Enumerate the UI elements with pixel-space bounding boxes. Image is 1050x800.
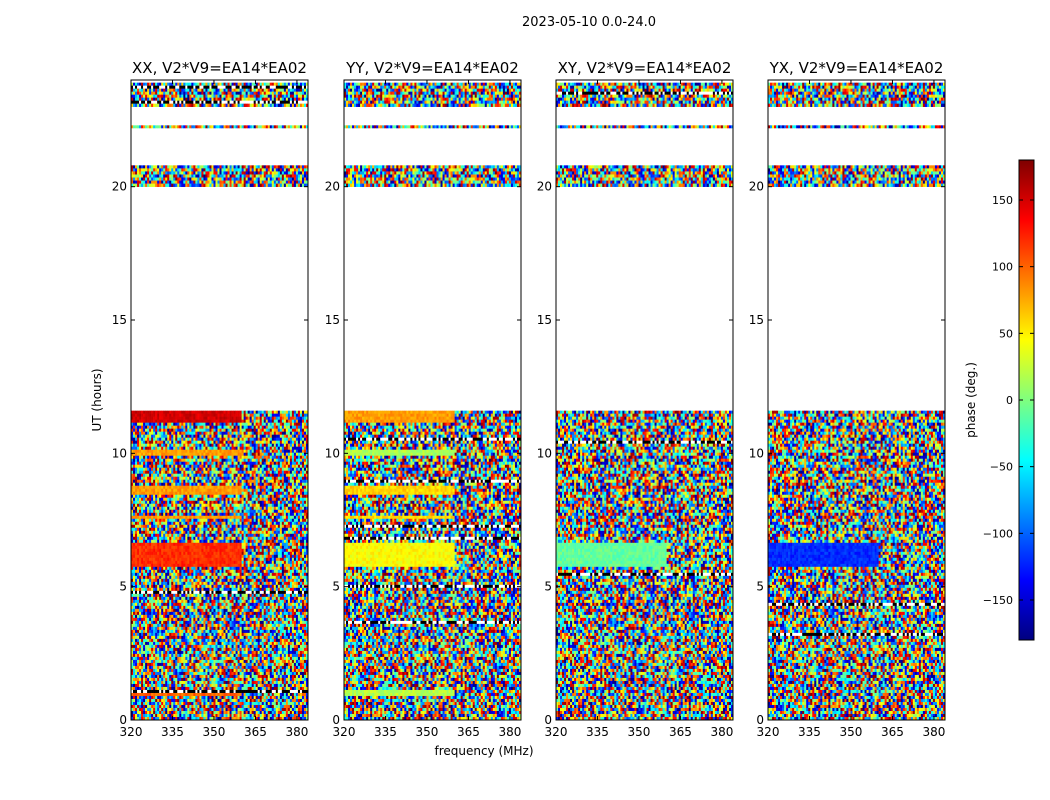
y-tick-label: 0 bbox=[332, 713, 340, 727]
x-tick-label: 350 bbox=[840, 725, 863, 739]
y-tick-label: 15 bbox=[537, 313, 552, 327]
phase-data-band bbox=[768, 83, 945, 107]
x-tick-label: 350 bbox=[203, 725, 226, 739]
panels: XX, V2*V9=EA14*EA02 320 335 350 365 380 0 5 10 15… bbox=[112, 59, 946, 739]
x-tick-label: 320 bbox=[333, 725, 356, 739]
phase-data-band bbox=[131, 125, 308, 128]
phase-data-band bbox=[131, 83, 308, 107]
x-tick-label: 320 bbox=[120, 725, 143, 739]
y-tick-label: 5 bbox=[119, 580, 127, 594]
colorbar: 150 100 50 0 −50 −100 −150 phase (deg.) bbox=[964, 160, 1034, 640]
y-tick-label: 20 bbox=[537, 180, 552, 194]
panel-3: XY, V2*V9=EA14*EA02 320 335 350 365 380 0 5 10 15… bbox=[537, 59, 734, 739]
colorbar-tick-label: 150 bbox=[992, 194, 1013, 207]
phase-data-band bbox=[556, 165, 733, 187]
x-tick-label: 335 bbox=[586, 725, 609, 739]
y-tick-label: 10 bbox=[325, 446, 340, 460]
x-tick-label: 350 bbox=[628, 725, 651, 739]
colorbar-tick-label: −150 bbox=[983, 594, 1013, 607]
x-tick-label: 335 bbox=[374, 725, 397, 739]
x-tick-label: 335 bbox=[161, 725, 184, 739]
y-tick-label: 10 bbox=[112, 446, 127, 460]
x-axis-label: frequency (MHz) bbox=[434, 744, 533, 758]
x-tick-label: 380 bbox=[498, 725, 521, 739]
x-tick-label: 350 bbox=[416, 725, 439, 739]
x-tick-label: 320 bbox=[545, 725, 568, 739]
colorbar-tick-label: 50 bbox=[999, 327, 1013, 340]
phase-data-band bbox=[344, 165, 521, 187]
x-tick-label: 380 bbox=[922, 725, 945, 739]
y-tick-label: 20 bbox=[112, 180, 127, 194]
panel-title: YY, V2*V9=EA14*EA02 bbox=[345, 59, 519, 77]
panel-1: XX, V2*V9=EA14*EA02 320 335 350 365 380 0 5 10 15… bbox=[112, 59, 309, 739]
phase-data-band bbox=[344, 125, 521, 128]
phase-data-band bbox=[768, 165, 945, 187]
phase-data-band bbox=[556, 125, 733, 128]
y-tick-label: 10 bbox=[749, 446, 764, 460]
y-axis-label: UT (hours) bbox=[90, 368, 104, 431]
y-tick-label: 10 bbox=[537, 446, 552, 460]
x-tick-label: 365 bbox=[244, 725, 267, 739]
panel-title: YX, V2*V9=EA14*EA02 bbox=[769, 59, 944, 77]
phase-data-band bbox=[556, 83, 733, 107]
y-tick-label: 5 bbox=[544, 580, 552, 594]
x-tick-label: 380 bbox=[710, 725, 733, 739]
phase-data-band bbox=[344, 411, 521, 721]
phase-data-band bbox=[556, 411, 733, 721]
y-tick-label: 0 bbox=[544, 713, 552, 727]
x-tick-label: 335 bbox=[798, 725, 821, 739]
panel-4: YX, V2*V9=EA14*EA02 320 335 350 365 380 0 5 10 15… bbox=[749, 59, 946, 739]
panel-title: XX, V2*V9=EA14*EA02 bbox=[132, 59, 307, 77]
y-tick-label: 5 bbox=[756, 580, 764, 594]
y-tick-label: 0 bbox=[756, 713, 764, 727]
colorbar-tick-label: −50 bbox=[990, 461, 1013, 474]
figure: 2023-05-10 0.0-24.0 XX, V2*V9=EA14*EA02 3… bbox=[0, 0, 1050, 800]
colorbar-tick-label: −100 bbox=[983, 527, 1013, 540]
y-tick-label: 15 bbox=[325, 313, 340, 327]
colorbar-tick-label: 0 bbox=[1006, 394, 1013, 407]
y-tick-label: 5 bbox=[332, 580, 340, 594]
phase-data-band bbox=[768, 411, 945, 721]
colorbar-tick-label: 100 bbox=[992, 261, 1013, 274]
x-tick-label: 365 bbox=[457, 725, 480, 739]
panel-title: XY, V2*V9=EA14*EA02 bbox=[558, 59, 732, 77]
phase-data-band bbox=[344, 83, 521, 107]
y-tick-label: 20 bbox=[749, 180, 764, 194]
y-tick-label: 15 bbox=[112, 313, 127, 327]
phase-data-band bbox=[131, 411, 308, 721]
x-tick-label: 380 bbox=[285, 725, 308, 739]
panel-2: YY, V2*V9=EA14*EA02 320 335 350 365 380 0 5 10 15… bbox=[325, 59, 522, 739]
x-tick-label: 320 bbox=[757, 725, 780, 739]
phase-data-band bbox=[768, 125, 945, 128]
x-tick-label: 365 bbox=[881, 725, 904, 739]
x-tick-label: 365 bbox=[669, 725, 692, 739]
figure-suptitle: 2023-05-10 0.0-24.0 bbox=[522, 15, 656, 30]
y-tick-label: 0 bbox=[119, 713, 127, 727]
y-tick-label: 15 bbox=[749, 313, 764, 327]
colorbar-label: phase (deg.) bbox=[964, 362, 978, 438]
y-tick-label: 20 bbox=[325, 180, 340, 194]
phase-data-band bbox=[131, 165, 308, 187]
